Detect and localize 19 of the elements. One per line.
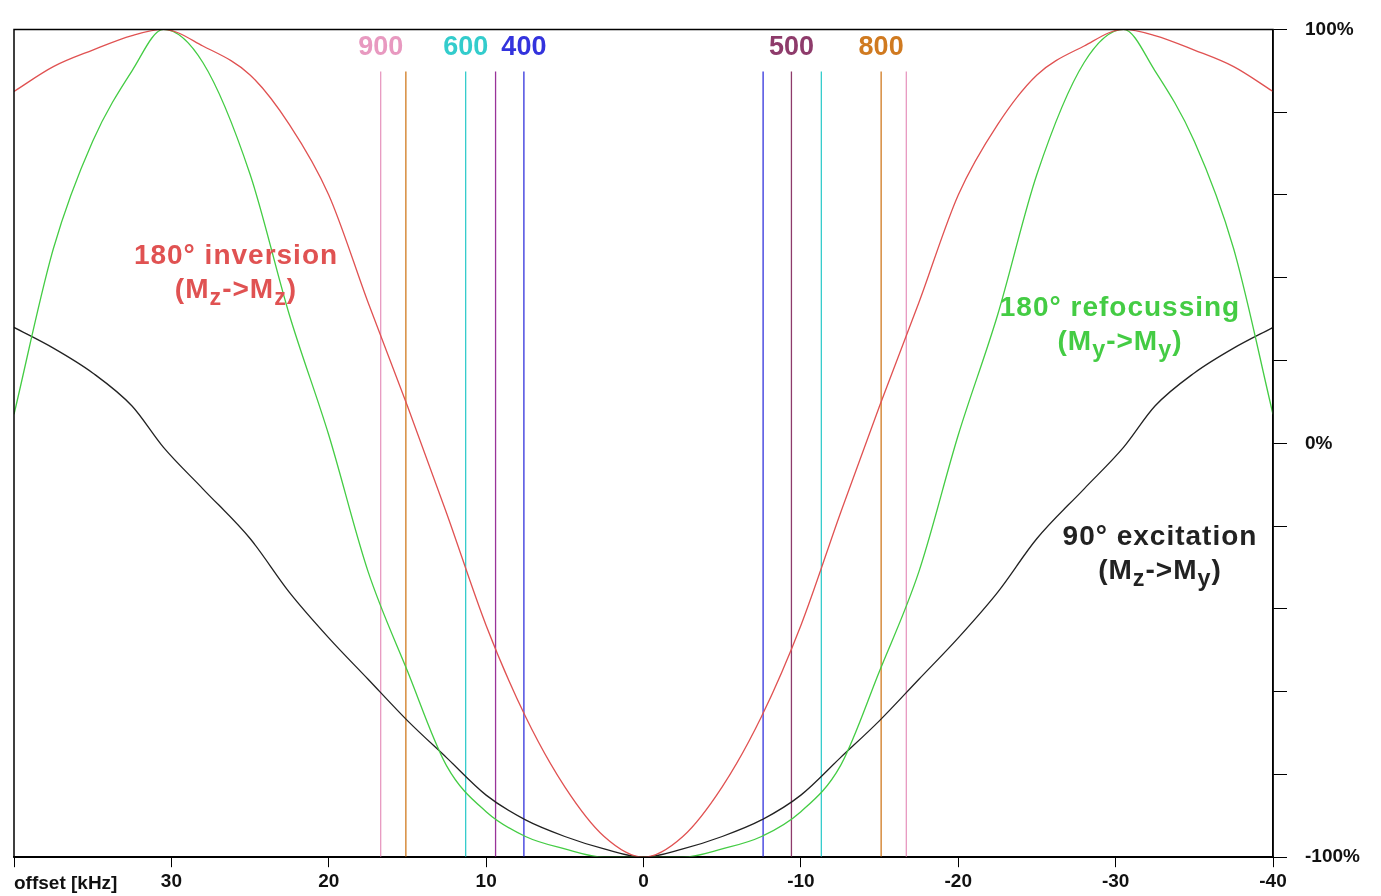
x-tick-label: 30 <box>160 869 182 891</box>
series-label: 180° refocussing (M$_{y}$->M$_{y}$) <box>998 290 1242 364</box>
y-tick-label: -100% <box>1305 845 1361 867</box>
series-label: 90° excitation (M$_{z}$->M$_{y}$) <box>1061 519 1259 593</box>
annotation: 800 <box>858 30 904 61</box>
x-tick-label: 20 <box>318 869 340 891</box>
y-tick-label: 0% <box>1305 431 1333 453</box>
x-tick-label: 10 <box>475 869 497 891</box>
x-tick-label: -10 <box>787 869 815 891</box>
x-axis-title: offset [kHz] <box>14 872 118 894</box>
y-tick-label: 100% <box>1305 17 1354 39</box>
x-tick-label: -40 <box>1259 869 1287 891</box>
x-tick-label: -30 <box>1101 869 1130 891</box>
annotation: 500 <box>768 30 814 61</box>
annotation: 400 <box>501 30 547 61</box>
x-tick-label: -20 <box>944 869 972 891</box>
annotation: 600 <box>443 30 489 61</box>
x-tick-label: 0 <box>638 869 649 891</box>
annotation: 900 <box>358 30 404 61</box>
